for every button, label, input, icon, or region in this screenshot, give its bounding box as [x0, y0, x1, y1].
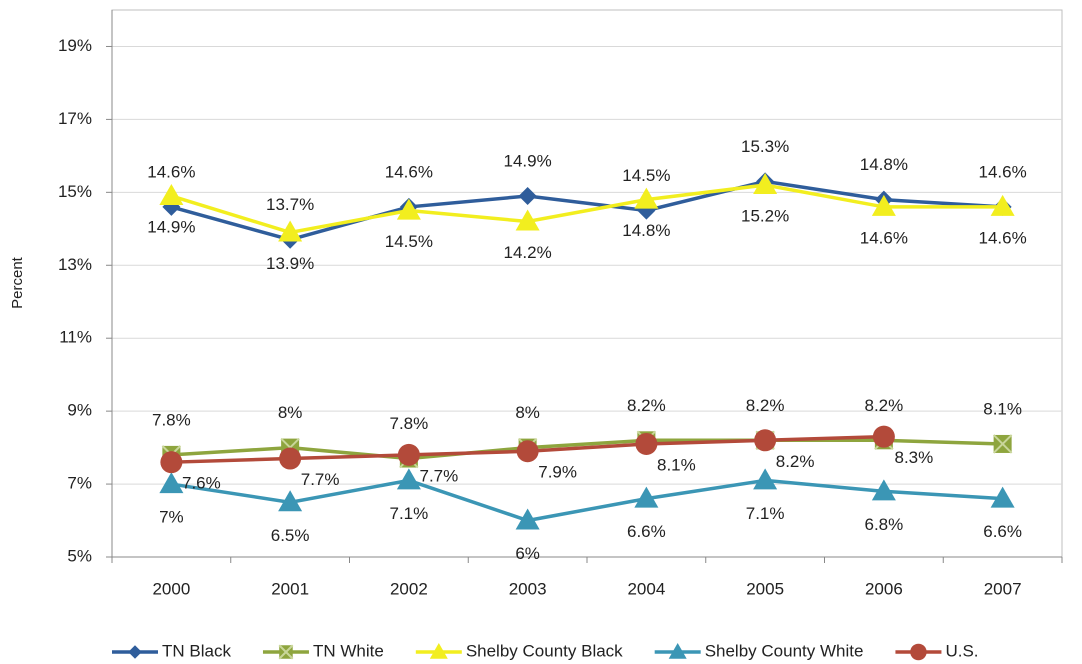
marker [159, 183, 184, 205]
marker [396, 198, 421, 220]
marker [753, 173, 778, 195]
data-label: 7.8% [390, 414, 429, 433]
data-label: 8.2% [865, 396, 904, 415]
data-label: 6.6% [627, 522, 666, 541]
data-label: 7.7% [420, 466, 459, 485]
data-label: 14.6% [979, 162, 1027, 181]
legend-label: TN Black [162, 641, 231, 660]
x-tick-label: 2001 [271, 579, 309, 598]
data-label: 15.3% [741, 137, 789, 156]
plot-frame [111, 9, 1063, 558]
y-tick-label: 9% [67, 401, 92, 420]
data-label: 14.9% [147, 217, 195, 236]
data-label: 7.6% [182, 474, 221, 493]
data-label: 14.6% [860, 228, 908, 247]
series-line [171, 478, 1003, 523]
marker [518, 186, 537, 205]
data-label: 6% [515, 544, 540, 563]
data-label: 8% [515, 403, 540, 422]
legend-label: Shelby County White [705, 641, 864, 660]
data-label: 7.1% [746, 504, 785, 523]
x-tick-label: 2002 [390, 579, 428, 598]
data-label: 7.7% [301, 470, 340, 489]
x-tick-label: 2005 [746, 579, 784, 598]
marker [753, 468, 778, 490]
data-label: 6.5% [271, 526, 310, 545]
data-label: 7.8% [152, 410, 191, 429]
marker [515, 209, 540, 231]
data-label: 8.1% [983, 399, 1022, 418]
data-label: 6.6% [983, 522, 1022, 541]
series-line [171, 438, 1003, 461]
legend-marker [128, 645, 142, 659]
data-label: 7% [159, 508, 184, 527]
y-tick-label: 17% [58, 109, 92, 128]
data-label: 8.1% [657, 455, 696, 474]
marker [634, 187, 659, 209]
data-label: 8.3% [895, 448, 934, 467]
y-tick-label: 11% [59, 328, 92, 347]
data-label: 14.8% [622, 221, 670, 240]
marker [159, 472, 184, 494]
marker [871, 194, 896, 216]
series-line [170, 179, 1003, 242]
y-axis-label: Percent [9, 256, 26, 309]
legend-label: TN White [313, 641, 384, 660]
marker [990, 194, 1015, 216]
data-label: 7.9% [538, 463, 577, 482]
legend-marker [910, 643, 927, 661]
series-line [170, 183, 1003, 235]
marker [397, 443, 420, 466]
marker [871, 479, 896, 501]
x-tick-label: 2003 [509, 579, 547, 598]
y-tick-label: 5% [67, 546, 92, 565]
y-tick-label: 15% [58, 182, 92, 201]
legend-label: Shelby County Black [466, 641, 623, 660]
data-label: 14.6% [147, 162, 195, 181]
legend-marker [668, 643, 687, 659]
marker [160, 451, 183, 474]
marker [516, 440, 539, 463]
data-label: 14.8% [860, 155, 908, 174]
x-tick-label: 2004 [627, 579, 665, 598]
data-label: 7.1% [390, 504, 429, 523]
legend-marker [429, 643, 448, 659]
marker-cross [278, 644, 294, 660]
data-label: 14.2% [504, 243, 552, 262]
data-label: 8% [278, 403, 303, 422]
data-label: 8.2% [776, 452, 815, 471]
data-label: 6.8% [865, 515, 904, 534]
data-label: 14.6% [979, 228, 1027, 247]
y-tick-label: 7% [67, 474, 92, 493]
marker [754, 429, 777, 452]
data-label: 14.6% [385, 162, 433, 181]
marker [634, 486, 659, 508]
x-tick-label: 2006 [865, 579, 903, 598]
marker [872, 425, 895, 448]
marker [990, 486, 1015, 508]
data-label: 14.5% [385, 232, 433, 251]
data-label: 14.5% [622, 166, 670, 185]
data-label: 14.9% [504, 151, 552, 170]
y-tick-label: 19% [58, 36, 92, 55]
marker [396, 468, 421, 490]
data-label: 13.9% [266, 254, 314, 273]
marker-cross [992, 434, 1013, 454]
data-label: 8.2% [746, 396, 785, 415]
y-tick-label: 13% [58, 255, 92, 274]
marker [635, 432, 658, 455]
legend-label: U.S. [945, 641, 978, 660]
data-label: 15.2% [741, 207, 789, 226]
marker [515, 508, 540, 530]
x-tick-label: 2007 [984, 579, 1022, 598]
marker [279, 447, 302, 470]
data-label: 8.2% [627, 396, 666, 415]
x-tick-label: 2000 [152, 579, 190, 598]
marker [278, 220, 303, 242]
marker [278, 490, 303, 512]
data-label: 13.7% [266, 195, 314, 214]
